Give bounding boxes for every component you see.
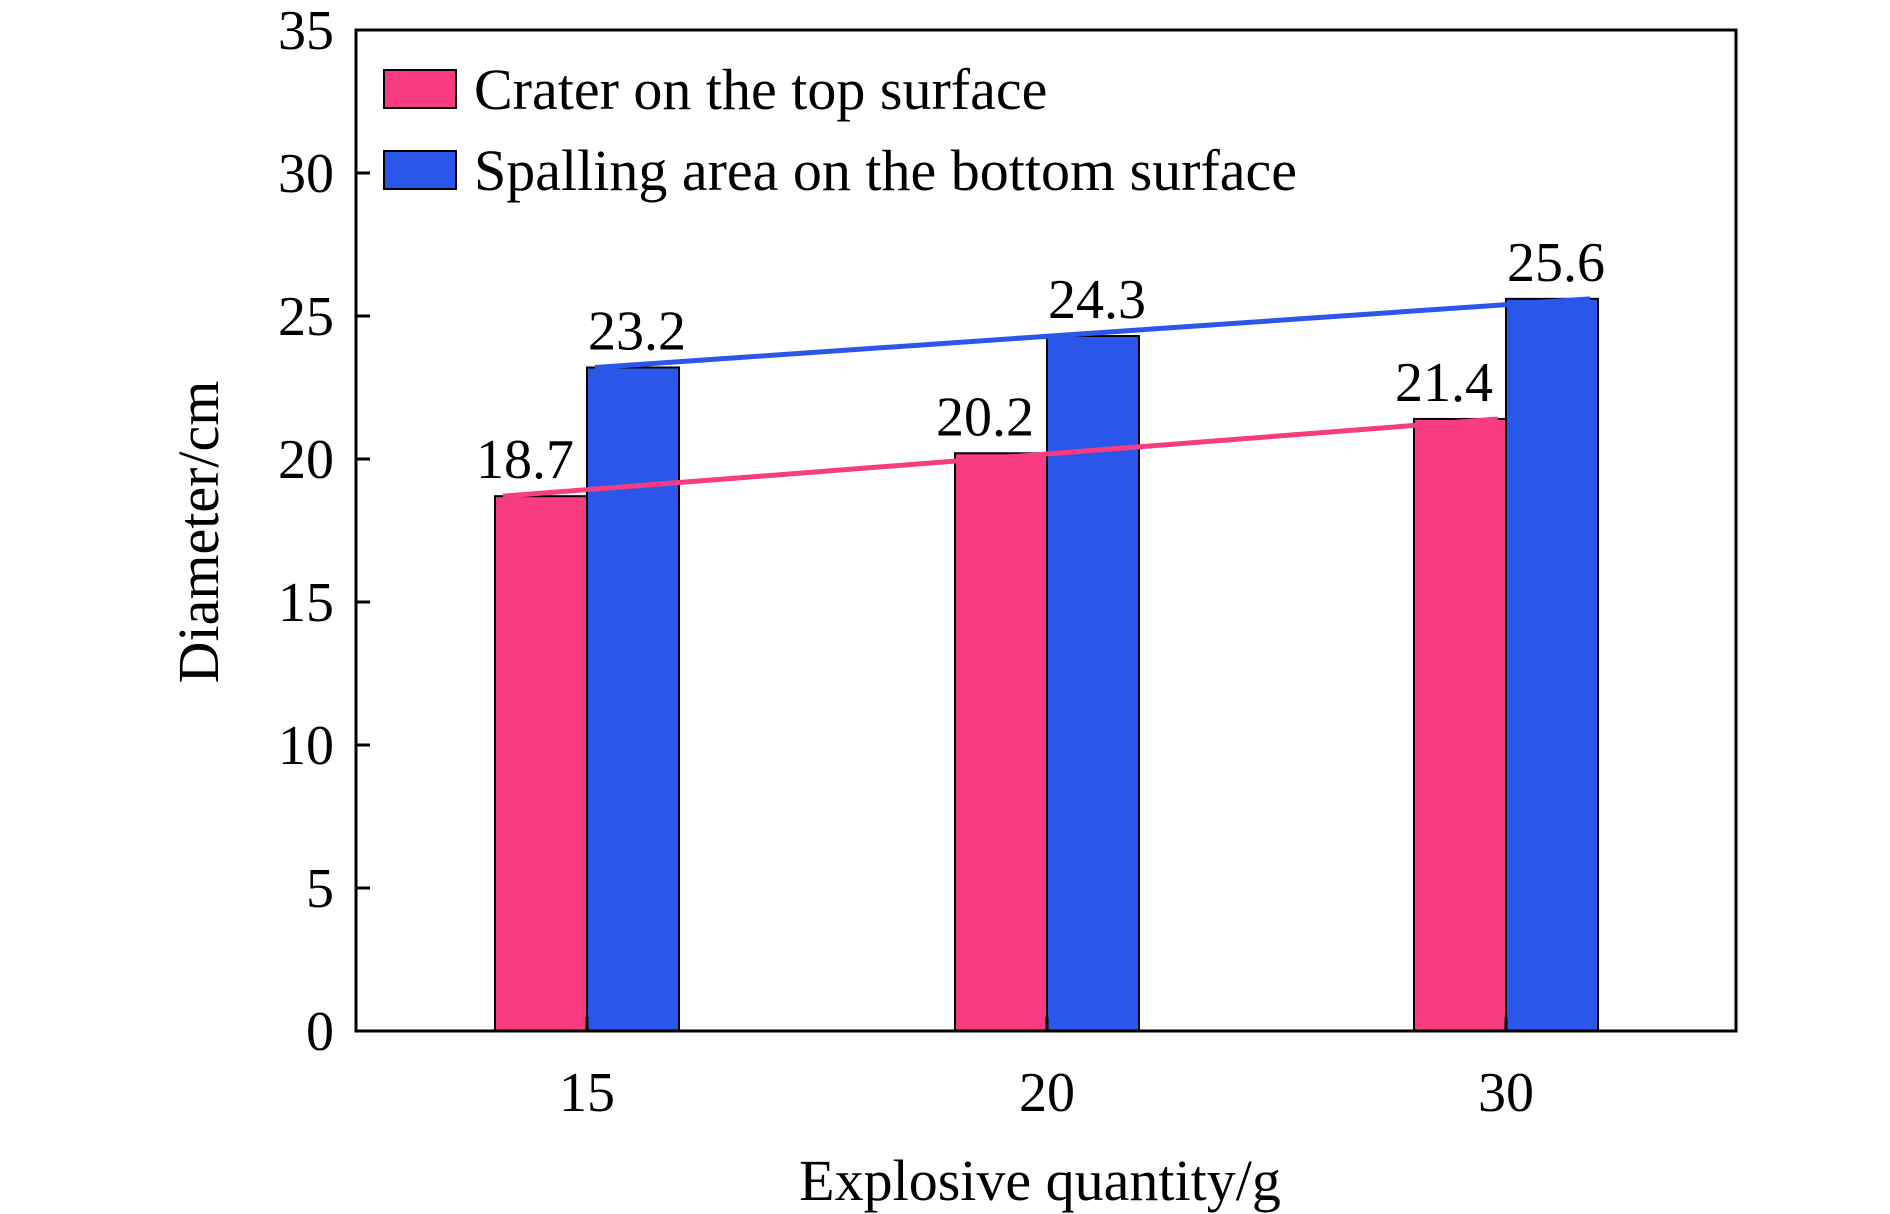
legend-label-spalling: Spalling area on the bottom surface [474, 138, 1297, 203]
legend: Crater on the top surface Spalling area … [383, 57, 1297, 203]
data-label-spalling-20: 24.3 [1048, 269, 1146, 331]
y-tick-label: 5 [306, 858, 334, 920]
data-label-crater-30: 21.4 [1395, 352, 1493, 414]
y-tick-label: 20 [278, 429, 334, 491]
data-label-crater-20: 20.2 [936, 386, 1034, 448]
trend-line-crater [502, 416, 1499, 499]
x-tick-label: 20 [1019, 1062, 1075, 1124]
data-label-spalling-15: 23.2 [588, 300, 686, 362]
data-labels-group: 18.7 23.2 20.224.3 21.425.6 [476, 232, 1605, 491]
data-label-spalling-30: 25.6 [1507, 232, 1605, 294]
y-tick-label: 15 [278, 572, 334, 634]
y-tick-label: 0 [306, 1001, 334, 1063]
bar-crater-30 [1413, 417, 1507, 1032]
bar-crater-15 [494, 495, 588, 1032]
legend-swatch-spalling [383, 150, 457, 190]
bar-spalling-15 [586, 366, 680, 1033]
data-label-crater-15: 18.7 [476, 429, 574, 491]
legend-swatch-crater [383, 69, 457, 109]
y-axis-ticks: 0 5 10 15 20 25 30 35 [278, 0, 370, 1063]
x-axis-ticks: 15 20 30 [559, 1017, 1534, 1124]
y-tick-label: 30 [278, 143, 334, 205]
y-tick-label: 25 [278, 286, 334, 348]
y-tick-label: 35 [278, 0, 334, 62]
y-axis-title: Diameter/cm [166, 381, 231, 684]
x-tick-label: 15 [559, 1062, 615, 1124]
trend-lines-group [502, 296, 1591, 499]
bar-crater-20 [954, 452, 1048, 1032]
x-tick-label: 30 [1478, 1062, 1534, 1124]
trend-line-spalling [594, 296, 1591, 370]
bar-spalling-20 [1046, 335, 1140, 1032]
x-axis-title: Explosive quantity/g [799, 1148, 1281, 1213]
bars-group [494, 297, 1599, 1033]
legend-label-crater: Crater on the top surface [474, 57, 1047, 122]
y-tick-label: 10 [278, 715, 334, 777]
bar-spalling-30 [1505, 297, 1599, 1032]
